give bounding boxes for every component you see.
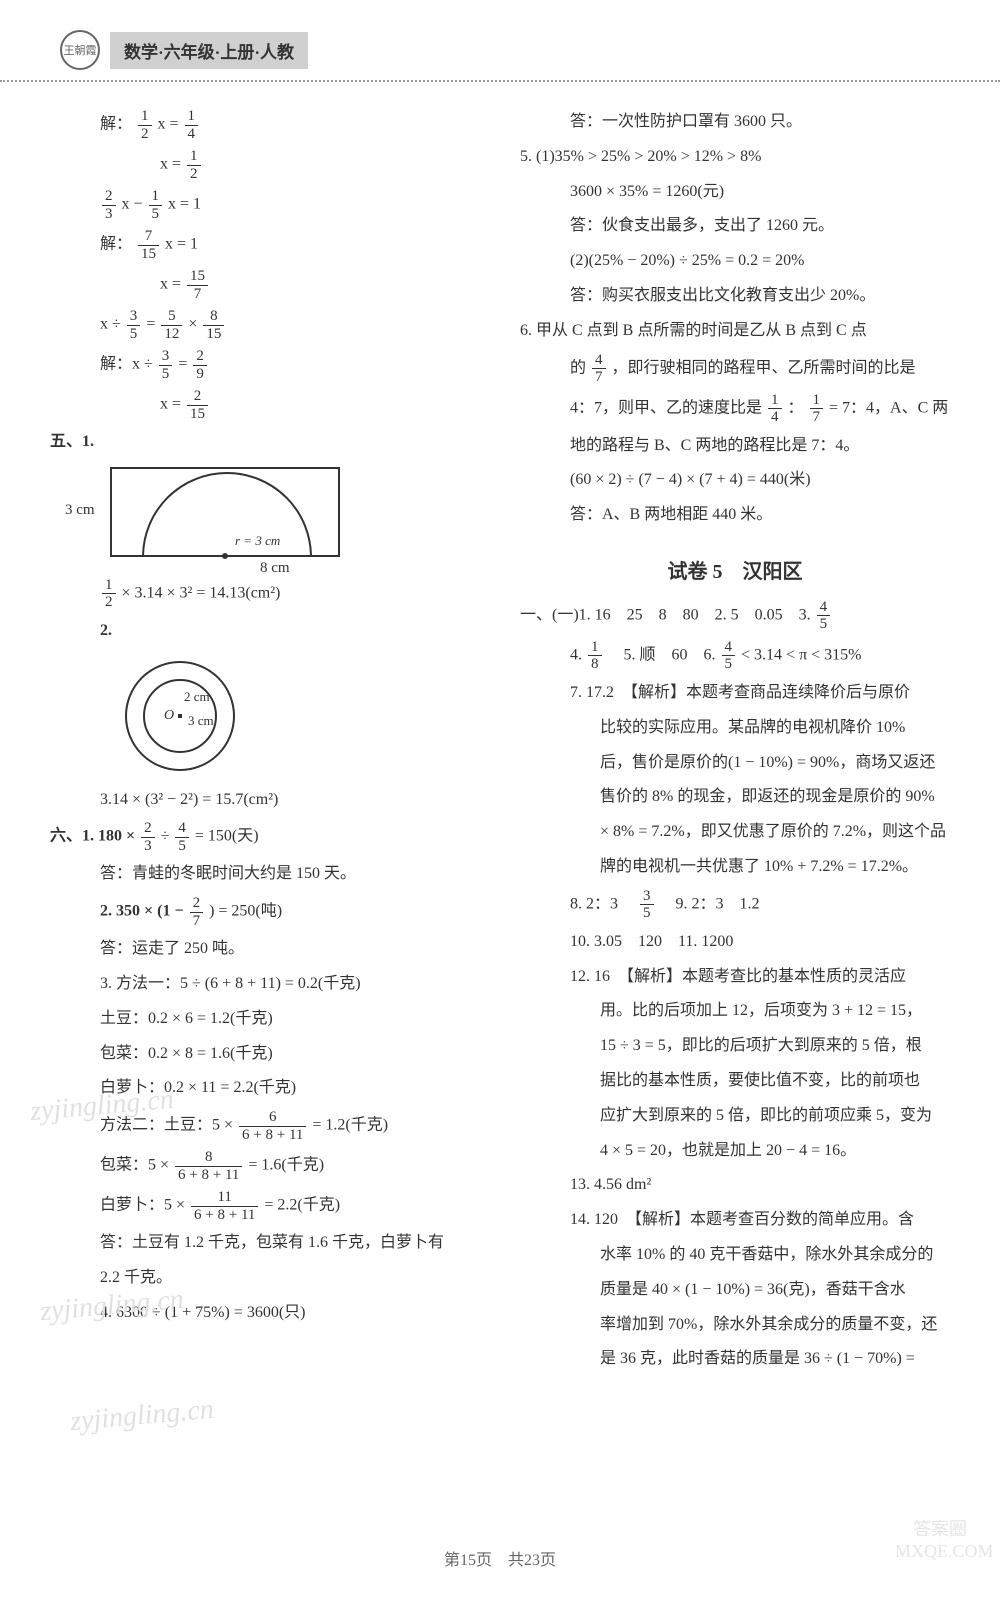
- item-line: 4. 6300 ÷ (1 + 75%) = 3600(只): [50, 1299, 480, 1328]
- column-right: 答：一次性防护口罩有 3600 只。 5. (1)35% > 25% > 20%…: [500, 102, 950, 1380]
- answer-line: 答：购买衣服支出比文化教育支出少 20%。: [520, 282, 950, 311]
- text-line: 是 36 克，此时香菇的质量是 36 ÷ (1 − 70%) =: [520, 1345, 950, 1374]
- item-2-label: 2.: [50, 617, 480, 646]
- corner-logo: 答案圈 MXQE.COM: [895, 1515, 985, 1585]
- equation-line: x = 215: [50, 388, 480, 422]
- header-badge: 王朝霞: [60, 30, 100, 70]
- exam-title: 试卷 5 汉阳区: [520, 555, 950, 584]
- equation-line: 解：x ÷ 35 = 29: [50, 348, 480, 382]
- page-footer: 第15页 共23页: [0, 1546, 1000, 1570]
- item-line: 14. 120 【解析】本题考查百分数的简单应用。含: [520, 1206, 950, 1235]
- header-title: 数学·六年级·上册·人教: [110, 32, 308, 69]
- content: 解： 12 x = 14 x = 12 23 x − 15 x = 1 解： 7…: [0, 82, 1000, 1400]
- equation-line: x ÷ 35 = 512 × 815: [50, 308, 480, 342]
- text-line: 应扩大到原来的 5 倍，即比的前项应乘 5，变为: [520, 1102, 950, 1131]
- text-line: 15 ÷ 3 = 5，即比的后项扩大到原来的 5 倍，根: [520, 1032, 950, 1061]
- calc-line: 白萝卜：0.2 × 11 = 2.2(千克): [50, 1074, 480, 1103]
- text-line: 的 47 ，即行驶相同的路程甲、乙所需时间的比是: [520, 352, 950, 386]
- text-line: 牌的电视机一共优惠了 10% + 7.2% = 17.2%。: [520, 853, 950, 882]
- answer-line: 答：一次性防护口罩有 3600 只。: [520, 108, 950, 137]
- calc-line: (60 × 2) ÷ (7 − 4) × (7 + 4) = 440(米): [520, 466, 950, 495]
- text-line: 据比的基本性质，要使比值不变，比的前项也: [520, 1067, 950, 1096]
- text-line: 率增加到 70%，除水外其余成分的质量不变，还: [520, 1311, 950, 1340]
- text-line: 比较的实际应用。某品牌的电视机降价 10%: [520, 714, 950, 743]
- calc-line: 包菜：5 × 86 + 8 + 11 = 1.6(千克): [50, 1149, 480, 1183]
- item-line: 8. 2：3 35 9. 2：3 1.2: [520, 888, 950, 922]
- equation-line: x = 12: [50, 148, 480, 182]
- item-line: 4. 18 5. 顺 60 6. 45 < 3.14 < π < 315%: [520, 639, 950, 673]
- item-line: 7. 17.2 【解析】本题考查商品连续降价后与原价: [520, 679, 950, 708]
- item-line: 一、(一)1. 16 25 8 80 2. 5 0.05 3. 45: [520, 599, 950, 633]
- watermark: zyjingling.cn: [69, 1394, 215, 1438]
- calc-line: 3600 × 35% = 1260(元): [520, 178, 950, 207]
- text-line: 质量是 40 × (1 − 10%) = 36(克)，香菇干含水: [520, 1276, 950, 1305]
- figure-concentric-circles: O 2 cm 3 cm: [120, 656, 240, 776]
- item-line: 12. 16 【解析】本题考查比的基本性质的灵活应: [520, 963, 950, 992]
- equation-line: 解： 12 x = 14: [50, 108, 480, 142]
- equation-line: 23 x − 15 x = 1: [50, 188, 480, 222]
- equation-line: 解： 715 x = 1: [50, 228, 480, 262]
- header: 王朝霞 数学·六年级·上册·人教: [0, 0, 1000, 82]
- section-6-line: 六、1. 180 × 23 ÷ 45 = 150(天): [50, 820, 480, 854]
- equation-line: x = 157: [50, 268, 480, 302]
- item-line: 6. 甲从 C 点到 B 点所需的时间是乙从 B 点到 C 点: [520, 317, 950, 346]
- text-line: 用。比的后项加上 12，后项变为 3 + 12 = 15，: [520, 997, 950, 1026]
- item-line: 2. 350 × (1 − 27 ) = 250(吨): [50, 895, 480, 929]
- text-line: × 8% = 7.2%，即又优惠了原价的 7.2%，则这个品: [520, 818, 950, 847]
- figure-semicircle: 3 cm r = 3 cm 8 cm: [110, 467, 340, 557]
- column-left: 解： 12 x = 14 x = 12 23 x − 15 x = 1 解： 7…: [50, 102, 500, 1380]
- answer-line: 答：土豆有 1.2 千克，包菜有 1.6 千克，白萝卜有: [50, 1229, 480, 1258]
- text-line: 4：7，则甲、乙的速度比是 14 ： 17 = 7：4，A、C 两: [520, 392, 950, 426]
- text-line: 售价的 8% 的现金，即返还的现金是原价的 90%: [520, 783, 950, 812]
- item-line: 3. 方法一：5 ÷ (6 + 8 + 11) = 0.2(千克): [50, 970, 480, 999]
- item-line: 10. 3.05 120 11. 1200: [520, 928, 950, 957]
- text-line: 后，售价是原价的(1 − 10%) = 90%，商场又返还: [520, 749, 950, 778]
- calc-line: 白萝卜：5 × 116 + 8 + 11 = 2.2(千克): [50, 1189, 480, 1223]
- section-5-label: 五、1.: [50, 428, 480, 457]
- calc-line: 土豆：0.2 × 6 = 1.2(千克): [50, 1005, 480, 1034]
- calc-line: 12 × 3.14 × 3² = 14.13(cm²): [50, 577, 480, 611]
- answer-line: 答：A、B 两地相距 440 米。: [520, 501, 950, 530]
- calc-line: (2)(25% − 20%) ÷ 25% = 0.2 = 20%: [520, 247, 950, 276]
- answer-line: 答：青蛙的冬眠时间大约是 150 天。: [50, 860, 480, 889]
- text-line: 地的路程与 B、C 两地的路程比是 7：4。: [520, 432, 950, 461]
- answer-line: 2.2 千克。: [50, 1264, 480, 1293]
- answer-line: 答：伙食支出最多，支出了 1260 元。: [520, 212, 950, 241]
- answer-line: 答：运走了 250 吨。: [50, 935, 480, 964]
- text-line: 4 × 5 = 20，也就是加上 20 − 4 = 16。: [520, 1137, 950, 1166]
- text-line: 水率 10% 的 40 克干香菇中，除水外其余成分的: [520, 1241, 950, 1270]
- calc-line: 3.14 × (3² − 2²) = 15.7(cm²): [50, 786, 480, 815]
- calc-line: 包菜：0.2 × 8 = 1.6(千克): [50, 1040, 480, 1069]
- item-line: 13. 4.56 dm²: [520, 1171, 950, 1200]
- item-line: 5. (1)35% > 25% > 20% > 12% > 8%: [520, 143, 950, 172]
- calc-line: 方法二：土豆：5 × 66 + 8 + 11 = 1.2(千克): [50, 1109, 480, 1143]
